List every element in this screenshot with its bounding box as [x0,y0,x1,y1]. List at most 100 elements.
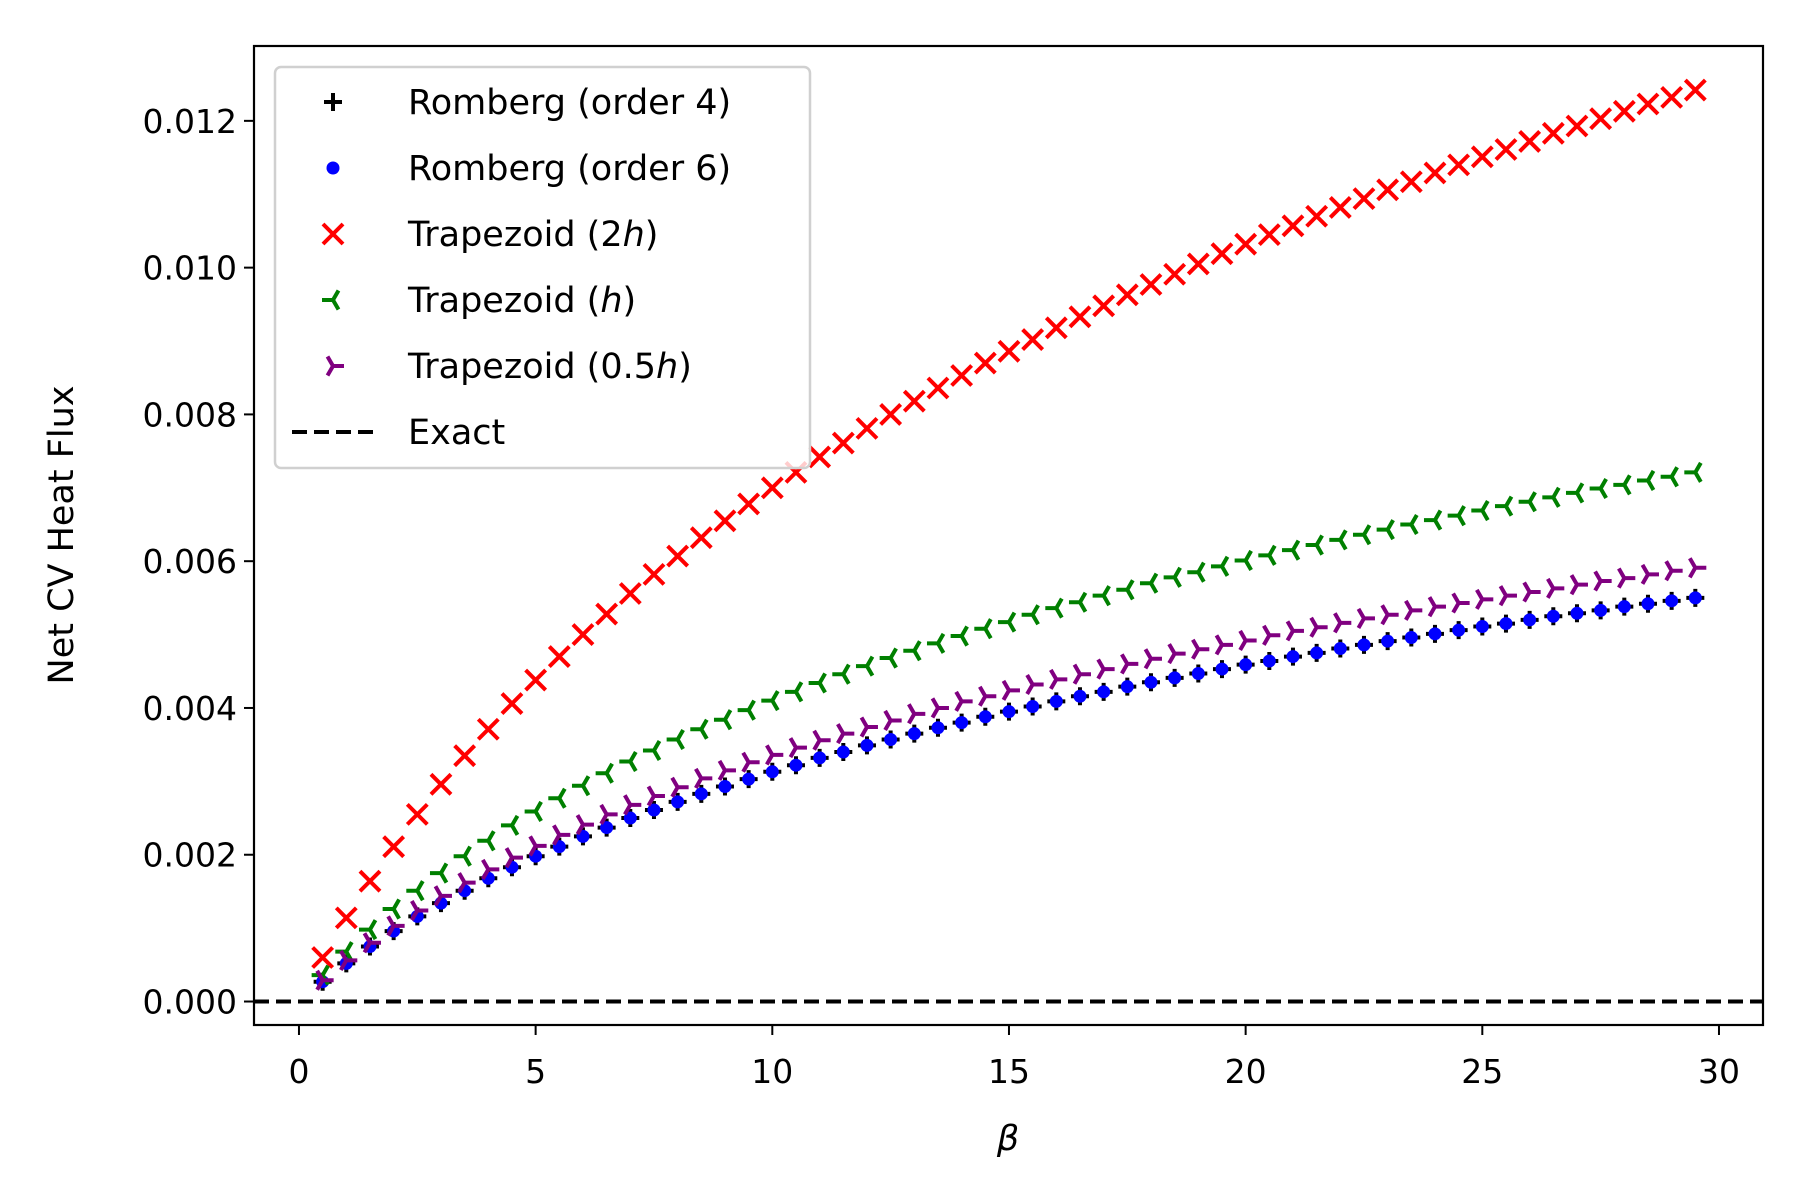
data-point [694,767,713,789]
data-point [1258,544,1277,566]
data-point [1589,107,1613,131]
data-point [500,692,524,715]
legend-box [273,65,812,470]
data-point [595,602,619,626]
legend-label-text: Trapezoid (0.5 [407,347,656,387]
data-point [1475,588,1494,610]
data-point [930,697,949,719]
data-point [547,645,571,669]
data-point [1518,129,1542,153]
data-point [718,779,732,793]
series-trapezoid-0-5h [315,557,1707,991]
data-point [575,814,594,836]
data-point [808,445,832,469]
data-point [741,751,760,773]
data-point [1423,161,1447,185]
data-point [1569,574,1588,596]
data-point [339,949,358,971]
data-point [926,632,946,654]
data-point [1025,673,1044,696]
legend-label-italic: h [656,347,678,387]
data-point [997,339,1021,363]
data-point [1163,566,1182,588]
data-point [1329,529,1348,551]
data-point [832,663,851,685]
data-point [879,647,898,669]
plot-area [254,78,1763,1004]
data-point [1045,597,1064,619]
data-point [429,862,449,884]
data-point [813,751,827,765]
x-tick-label: 25 [1461,1052,1503,1091]
legend-label-text: Romberg (order 4) [408,83,731,123]
x-axis-label: β [996,1119,1019,1159]
data-point [1333,612,1352,634]
data-point [859,716,878,738]
data-point [1234,232,1258,256]
data-point [1049,668,1068,690]
data-point [1116,579,1135,601]
data-point [1001,679,1020,701]
data-point [1636,92,1660,116]
data-point [386,915,405,937]
data-point [1523,613,1537,627]
data-point [1428,627,1442,641]
data-point [1570,606,1584,620]
data-point [1660,466,1679,488]
data-point [410,899,429,922]
data-point [737,699,756,721]
data-point [548,787,567,809]
data-point [1309,616,1328,638]
data-point [1285,620,1304,642]
data-point [1636,469,1656,491]
legend-label-suffix: ) [678,347,692,387]
data-point [831,431,855,455]
series-trapezoid-h [311,461,1703,986]
data-point [1191,638,1210,660]
data-point [812,729,831,751]
data-point [1380,604,1399,626]
y-tick-label: 0.000 [143,983,237,1022]
y-tick-label: 0.006 [143,542,237,581]
data-point [1546,609,1560,623]
data-point [1641,597,1655,611]
data-point [528,835,547,857]
data-point [524,668,548,692]
data-point [619,751,638,773]
x-tick-label: 30 [1698,1052,1740,1091]
data-point [1499,617,1513,631]
data-point [1143,648,1162,670]
data-point [600,821,614,835]
data-point [978,685,997,707]
data-point [429,772,453,796]
data-point [1214,634,1233,656]
data-point [1447,153,1471,177]
data-point [883,709,902,731]
data-point [689,526,713,550]
data-point [1186,252,1210,276]
data-point [1310,646,1324,660]
legend-marker-x-icon [321,222,345,246]
data-point [1120,653,1139,675]
data-point [552,824,571,846]
y-tick-label: 0.002 [143,836,237,875]
y-tick-label: 0.008 [143,395,237,434]
data-point [974,618,993,640]
data-point [765,765,779,779]
data-point [1191,666,1205,680]
data-point [647,803,661,817]
data-point [618,582,642,605]
x-tick-label: 20 [1225,1052,1267,1091]
data-point [1494,138,1518,161]
data-point [1167,643,1186,665]
legend-label: Romberg (order 4) [408,83,731,123]
data-point [453,744,477,768]
data-point [1494,495,1514,517]
data-point [1115,283,1139,307]
data-point [1238,629,1257,651]
data-point [599,803,618,825]
data-point [788,737,807,759]
data-point [907,703,926,725]
data-point [973,351,997,375]
